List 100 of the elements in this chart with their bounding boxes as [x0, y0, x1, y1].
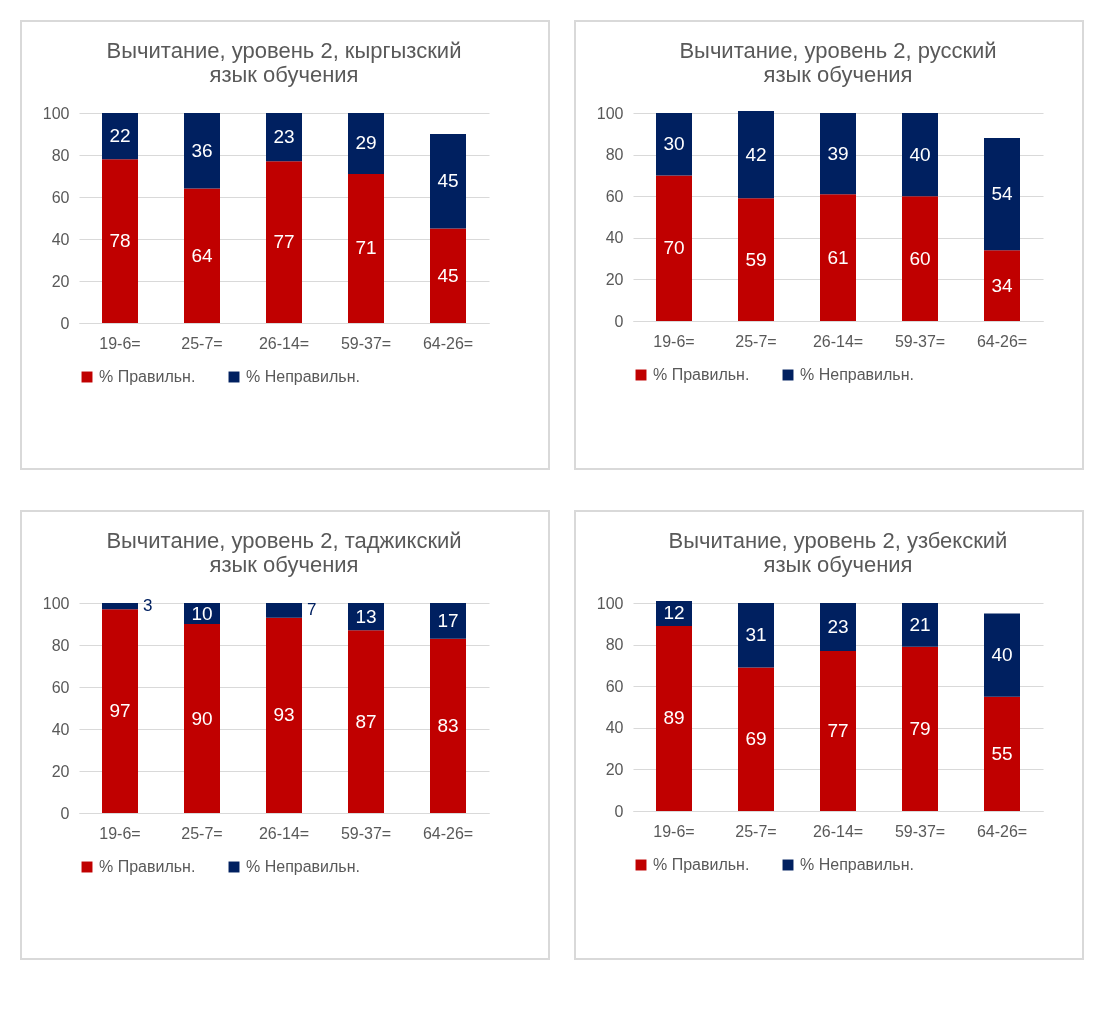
data-label: 90	[191, 707, 213, 729]
data-label: 12	[663, 602, 685, 624]
bar	[738, 198, 774, 321]
data-label: 60	[909, 247, 931, 269]
bar	[984, 613, 1020, 697]
bar	[738, 667, 774, 811]
y-tick-label: 0	[614, 802, 624, 820]
y-tick-label: 60	[605, 187, 624, 205]
data-label: 40	[909, 143, 931, 165]
bar	[102, 113, 138, 160]
data-label: 13	[355, 605, 377, 627]
data-label: 30	[663, 133, 685, 155]
legend-label: % Правильн.	[99, 368, 196, 385]
data-label: 59	[745, 248, 767, 270]
x-tick-label: 25-7=	[735, 332, 777, 350]
data-label: 31	[745, 624, 767, 646]
bar	[820, 113, 856, 195]
data-label: 23	[827, 615, 849, 637]
data-label: 97	[109, 700, 131, 722]
legend-label: % Правильн.	[653, 856, 750, 873]
chart-title: Вычитание, уровень 2, кыргызский язык обучения	[106, 38, 462, 87]
data-label: 70	[663, 237, 685, 259]
bar	[984, 696, 1020, 811]
legend-label: % Правильн.	[99, 858, 196, 875]
bar	[656, 625, 692, 811]
bar	[266, 617, 302, 813]
bar	[266, 161, 302, 323]
bar	[430, 228, 466, 323]
data-label: 79	[909, 717, 931, 739]
bar	[820, 194, 856, 321]
bar	[266, 113, 302, 162]
bar	[430, 134, 466, 229]
y-tick-label: 60	[51, 188, 70, 206]
data-label: 55	[991, 742, 1013, 764]
legend-label: % Неправильн.	[800, 366, 914, 383]
bar	[184, 113, 220, 189]
bar	[984, 138, 1020, 251]
data-label: 36	[191, 139, 213, 161]
y-tick-label: 60	[605, 677, 624, 695]
y-tick-label: 80	[605, 146, 624, 164]
x-tick-label: 59-37=	[340, 824, 392, 842]
data-label: 40	[991, 644, 1013, 666]
data-label: 64	[191, 244, 213, 266]
data-label: 77	[273, 231, 295, 253]
y-tick-label: 100	[42, 594, 70, 612]
data-label: 71	[355, 237, 377, 259]
bar	[348, 173, 384, 323]
data-label: 39	[827, 142, 849, 164]
chart-title: Вычитание, уровень 2, таджикский язык обучения	[106, 528, 462, 577]
x-tick-label: 26-14=	[812, 332, 864, 350]
y-tick-label: 40	[605, 229, 624, 247]
data-label: 45	[437, 170, 459, 192]
x-tick-label: 25-7=	[181, 824, 223, 842]
data-label: 87	[355, 710, 377, 732]
y-tick-label: 0	[60, 314, 70, 332]
x-tick-label: 64-26=	[422, 824, 474, 842]
y-tick-label: 100	[596, 594, 624, 612]
y-tick-label: 20	[605, 760, 624, 778]
bar	[738, 111, 774, 199]
data-label: 93	[273, 704, 295, 726]
x-tick-label: 26-14=	[812, 822, 864, 840]
y-tick-label: 20	[51, 762, 70, 780]
x-tick-label: 25-7=	[181, 334, 223, 352]
x-tick-label: 64-26=	[422, 334, 474, 352]
bar	[738, 603, 774, 668]
data-label: 7	[307, 600, 317, 620]
bar	[102, 603, 138, 610]
y-tick-label: 0	[614, 312, 624, 330]
data-label: 83	[437, 714, 459, 736]
chart-title: Вычитание, уровень 2, узбекский язык обучения	[668, 528, 1008, 578]
x-tick-label: 59-37=	[894, 332, 946, 350]
y-tick-label: 40	[605, 719, 624, 737]
data-label: 69	[745, 728, 767, 750]
data-label: 42	[745, 143, 767, 165]
y-tick-label: 60	[51, 678, 70, 696]
x-tick-label: 19-6=	[99, 824, 141, 842]
bar	[656, 113, 692, 176]
bar	[902, 646, 938, 811]
bar	[902, 113, 938, 197]
data-label: 29	[355, 132, 377, 154]
bar	[902, 603, 938, 647]
bar	[430, 638, 466, 813]
x-tick-label: 19-6=	[653, 822, 695, 840]
bar	[902, 196, 938, 321]
data-label: 77	[827, 719, 849, 741]
y-tick-label: 100	[42, 104, 70, 122]
y-tick-label: 40	[51, 230, 70, 248]
x-tick-label: 59-37=	[894, 822, 946, 840]
legend-label: % Неправильн.	[246, 858, 360, 875]
x-tick-label: 64-26=	[976, 822, 1028, 840]
x-tick-label: 26-14=	[258, 824, 310, 842]
y-tick-label: 100	[596, 104, 624, 122]
x-tick-label: 59-37=	[340, 334, 392, 352]
data-label: 3	[143, 596, 153, 616]
data-label: 22	[109, 125, 131, 147]
bar	[656, 175, 692, 321]
data-label: 17	[437, 609, 459, 631]
bar	[184, 624, 220, 813]
y-tick-label: 20	[605, 270, 624, 288]
data-label: 21	[909, 613, 931, 635]
